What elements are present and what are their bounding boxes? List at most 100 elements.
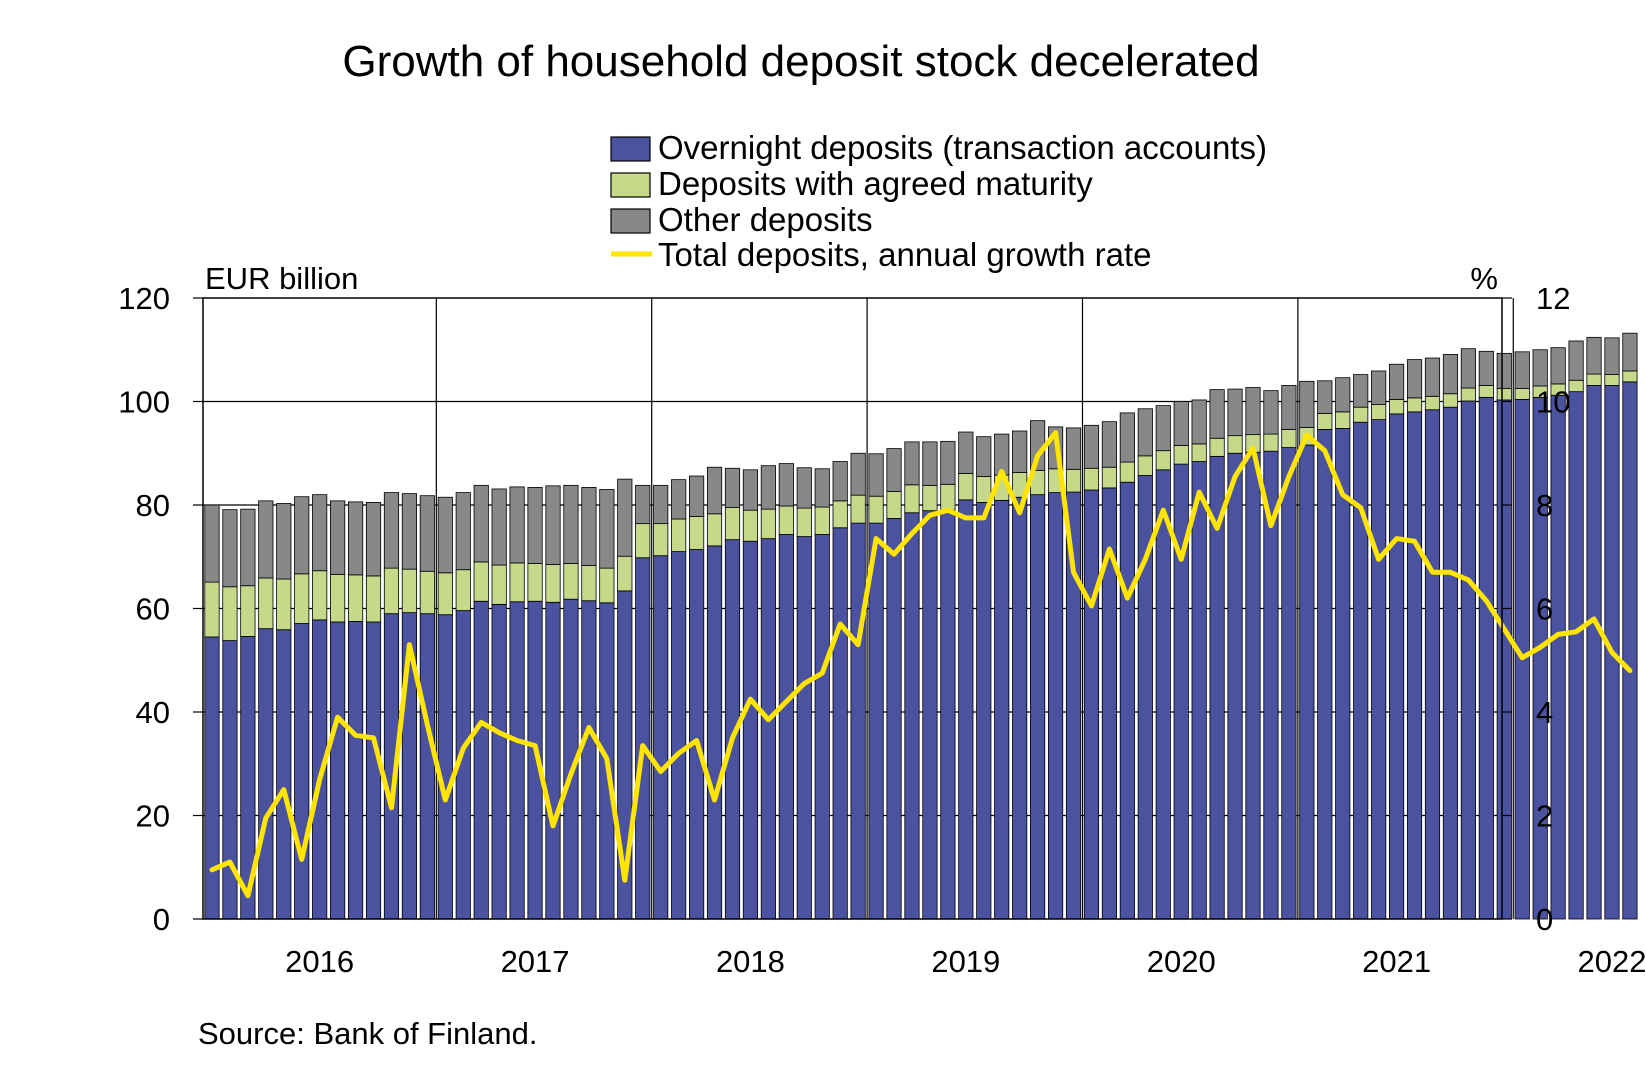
bar-agreed (1424, 395, 1441, 411)
bar-other (706, 466, 723, 515)
bar-other (1173, 401, 1189, 446)
bar-agreed (1191, 443, 1207, 462)
bar-other (365, 502, 382, 577)
right-tick-label: 8 (1536, 488, 1553, 523)
right-tick-label: 12 (1536, 281, 1570, 316)
bar-agreed (1173, 445, 1189, 465)
bar-other (401, 493, 417, 570)
bar-overnight (1119, 481, 1135, 920)
growth-rate-point (874, 537, 878, 541)
growth-rate-point (1251, 446, 1255, 450)
bar-other (635, 484, 651, 525)
bar-other (1604, 337, 1620, 375)
bar-other (796, 467, 812, 509)
bar-other (742, 469, 759, 511)
growth-rate-point (1592, 617, 1596, 621)
bar-overnight (922, 510, 938, 920)
legend-label-growth: Total deposits, annual growth rate (658, 236, 1151, 273)
bar-overnight (1550, 394, 1566, 920)
bar-overnight (1496, 399, 1512, 920)
bar-other (1335, 377, 1351, 413)
bar-other (671, 479, 687, 520)
growth-rate-point (1413, 539, 1417, 543)
growth-rate-point (1072, 570, 1076, 574)
growth-rate-point (1287, 475, 1291, 479)
x-tick-label: 2020 (1147, 944, 1216, 979)
growth-rate-point (1233, 475, 1237, 479)
bar-agreed (491, 564, 507, 605)
growth-rate-point (1179, 557, 1183, 561)
bar-other (1245, 387, 1261, 436)
growth-rate-point (892, 552, 896, 556)
legend-label-overnight: Overnight deposits (transaction accounts… (658, 129, 1267, 166)
bar-other (1460, 348, 1476, 389)
legend-swatch-other (610, 208, 651, 234)
bar-other (437, 496, 453, 574)
bar-other (1496, 352, 1512, 389)
bar-other (1514, 351, 1530, 389)
bar-other (527, 487, 543, 564)
growth-rate-point (1323, 449, 1327, 453)
x-tick-label: 2019 (931, 944, 1000, 979)
growth-rate-point (1018, 511, 1022, 515)
growth-rate-point (1430, 570, 1434, 574)
bar-other (294, 496, 310, 575)
bar-agreed (276, 578, 292, 631)
growth-rate-point (946, 508, 950, 512)
right-tick-label: 4 (1536, 695, 1553, 730)
bar-agreed (1622, 370, 1638, 383)
bar-overnight (1406, 411, 1423, 920)
growth-rate-point (695, 738, 699, 742)
bar-overnight (1442, 406, 1459, 920)
bar-agreed (1281, 429, 1297, 448)
right-tick-label: 2 (1536, 799, 1553, 834)
bar-other (545, 485, 561, 565)
bar-other (1550, 347, 1566, 385)
x-tick-label: 2018 (716, 944, 785, 979)
bar-agreed (347, 574, 364, 622)
bar-agreed (383, 567, 400, 615)
bar-other (1622, 332, 1638, 372)
bar-other (1406, 359, 1423, 399)
bar-other (1317, 380, 1333, 414)
growth-rate-point (407, 643, 411, 647)
bar-other (383, 492, 400, 569)
growth-rate-point (1628, 669, 1632, 673)
bar-agreed (1389, 399, 1405, 415)
bar-other (1353, 374, 1369, 408)
left-axis-unit: EUR billion (205, 261, 358, 296)
growth-rate-point (1107, 547, 1111, 551)
growth-rate-point (1161, 508, 1165, 512)
bar-overnight (850, 522, 866, 920)
bar-other (1299, 380, 1315, 428)
bar-agreed (258, 577, 274, 630)
bar-overnight (778, 534, 794, 920)
bar-overnight (940, 509, 956, 920)
bar-agreed (1371, 404, 1387, 421)
bar-agreed (1155, 450, 1171, 471)
bar-other (1083, 424, 1100, 469)
bar-other (347, 501, 364, 576)
bar-overnight (294, 623, 310, 920)
bar-overnight (347, 621, 364, 920)
bar-other (1155, 405, 1171, 452)
growth-rate-point (264, 816, 268, 820)
bar-agreed (581, 565, 597, 602)
bar-other (1281, 385, 1297, 430)
growth-rate-point (928, 513, 932, 517)
growth-rate-point (623, 878, 627, 882)
left-tick-label: 20 (136, 799, 170, 834)
bar-agreed (922, 484, 938, 512)
bar-agreed (796, 507, 812, 537)
bar-overnight (204, 636, 220, 920)
bar-overnight (1389, 413, 1405, 920)
bar-overnight (742, 540, 759, 920)
bar-other (204, 504, 220, 583)
growth-rate-point (659, 770, 663, 774)
growth-rate-point (372, 736, 376, 740)
growth-rate-point (1484, 599, 1488, 603)
growth-rate-point (1538, 645, 1542, 649)
x-tick-label: 2021 (1362, 944, 1431, 979)
bar-agreed (814, 506, 830, 535)
bar-agreed (832, 500, 848, 529)
